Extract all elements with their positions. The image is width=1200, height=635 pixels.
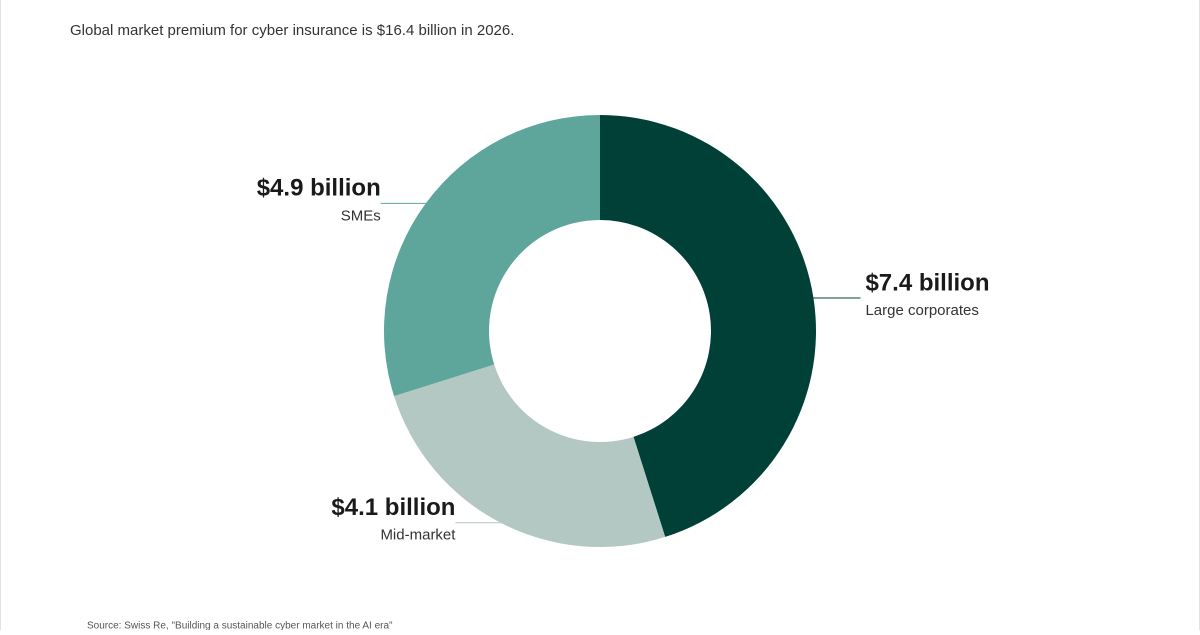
category-label: Large corporates [865, 302, 978, 319]
category-label: SMEs [341, 207, 381, 224]
donut-slice [600, 115, 816, 537]
source-note: Source: Swiss Re, "Building a sustainabl… [87, 621, 393, 630]
donut-slice [394, 364, 666, 547]
category-label: Mid-market [380, 527, 456, 544]
value-label: $4.9 billion [257, 175, 381, 202]
value-label: $4.1 billion [331, 494, 455, 521]
chart-subtitle: Global market premium for cyber insuranc… [70, 22, 514, 39]
value-label: $7.4 billion [865, 269, 989, 296]
donut-slice [384, 115, 600, 397]
